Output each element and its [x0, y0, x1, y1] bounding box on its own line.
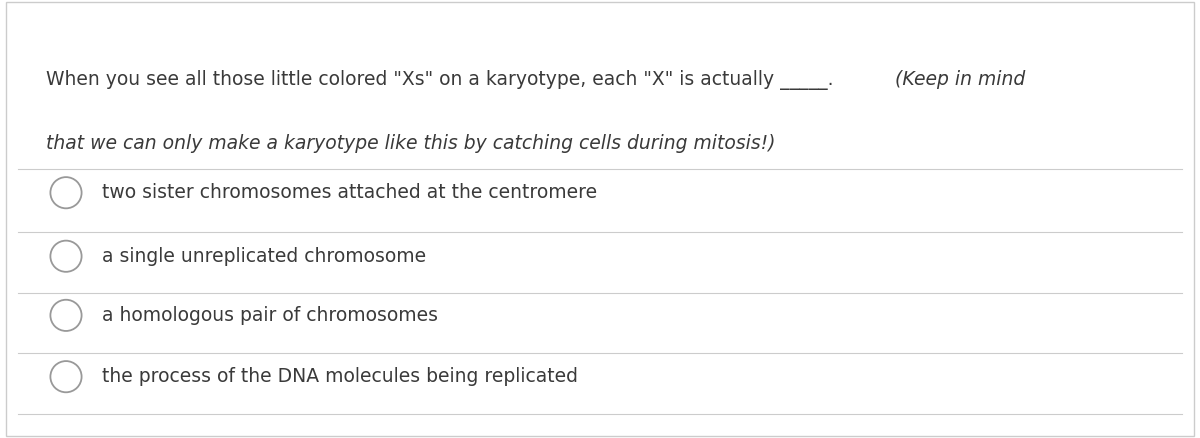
Text: that we can only make a karyotype like this by catching cells during mitosis!): that we can only make a karyotype like t… — [46, 134, 775, 152]
Text: two sister chromosomes attached at the centromere: two sister chromosomes attached at the c… — [102, 183, 598, 202]
Text: (Keep in mind: (Keep in mind — [889, 70, 1026, 89]
Text: a homologous pair of chromosomes: a homologous pair of chromosomes — [102, 306, 438, 325]
Text: When you see all those little colored "Xs" on a karyotype, each "X" is actually : When you see all those little colored "X… — [46, 70, 833, 90]
Text: a single unreplicated chromosome: a single unreplicated chromosome — [102, 247, 426, 266]
Text: the process of the DNA molecules being replicated: the process of the DNA molecules being r… — [102, 367, 578, 386]
FancyBboxPatch shape — [6, 2, 1194, 436]
